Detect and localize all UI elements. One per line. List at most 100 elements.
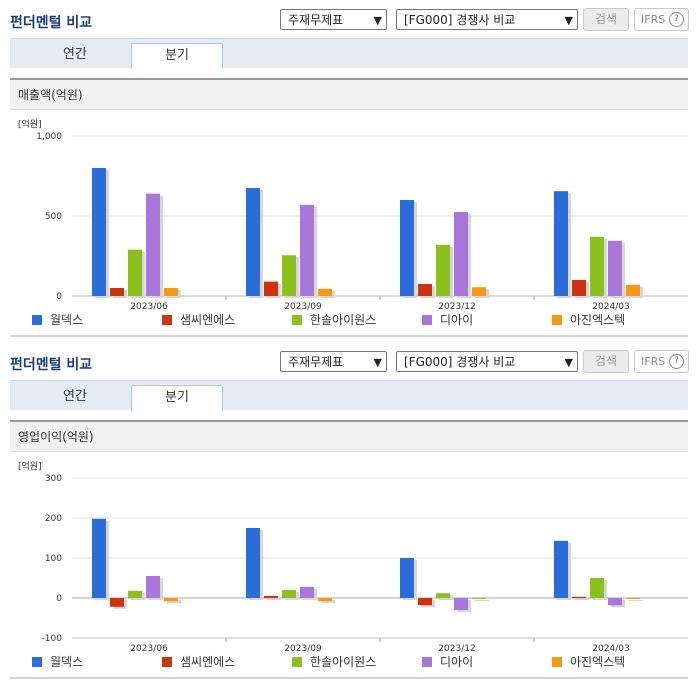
bar[interactable]: [282, 255, 296, 296]
help-icon[interactable]: ?: [669, 354, 684, 369]
bar[interactable]: [554, 191, 568, 296]
bar[interactable]: [146, 576, 160, 598]
help-icon[interactable]: ?: [669, 12, 684, 27]
group-select[interactable]: [FG000] 경쟁사 비교 ▼: [396, 9, 578, 30]
tab-quarterly[interactable]: 분기: [131, 385, 223, 411]
bar[interactable]: [472, 287, 486, 296]
bar-shadow: [629, 600, 643, 601]
bar[interactable]: [300, 204, 314, 296]
bar[interactable]: [572, 280, 586, 296]
bar-shadow: [167, 600, 181, 604]
bar[interactable]: [608, 598, 622, 606]
panel-title: 펀더멘털 비교: [10, 357, 93, 373]
bar[interactable]: [626, 598, 640, 599]
bar[interactable]: [92, 518, 106, 598]
bar[interactable]: [146, 193, 160, 296]
panel-revenue: 펀더멘털 비교 주재무제표 ▼ [FG000] 경쟁사 비교 ▼ 검색 IFRS…: [0, 0, 696, 337]
bar[interactable]: [590, 578, 604, 598]
bar[interactable]: [590, 236, 604, 296]
bar[interactable]: [282, 590, 296, 598]
bar[interactable]: [264, 596, 278, 598]
bar-shadow: [475, 600, 489, 601]
legend-swatch: [422, 657, 432, 667]
legend-swatch: [32, 315, 42, 325]
legend-label[interactable]: 한솔아이원스: [310, 655, 376, 669]
group-select[interactable]: [FG000] 경쟁사 비교 ▼: [396, 351, 578, 372]
bar[interactable]: [454, 598, 468, 610]
legend-swatch: [552, 315, 562, 325]
bar[interactable]: [164, 598, 178, 602]
legend-label[interactable]: 월덱스: [50, 313, 83, 327]
tab-annual[interactable]: 연간: [63, 47, 87, 62]
y-tick-label: 200: [45, 514, 62, 524]
legend-label[interactable]: 아진엑스텍: [570, 655, 625, 669]
statement-select[interactable]: 주재무제표 ▼: [280, 9, 387, 30]
bar[interactable]: [418, 284, 432, 296]
bar[interactable]: [110, 288, 124, 296]
y-tick-label: 100: [45, 554, 62, 564]
x-tick-label: 2023/12: [438, 644, 475, 654]
legend-label[interactable]: 한솔아이원스: [310, 313, 376, 327]
x-tick-label: 2024/03: [592, 302, 629, 312]
legend-label[interactable]: 디아이: [440, 313, 473, 327]
bar[interactable]: [472, 598, 486, 599]
bar[interactable]: [318, 598, 332, 602]
legend-label[interactable]: 샘씨엔에스: [180, 655, 235, 669]
panel-operating-profit: 펀더멘털 비교 주재무제표 ▼ [FG000] 경쟁사 비교 ▼ 검색 IFRS…: [0, 342, 696, 684]
bar[interactable]: [418, 598, 432, 606]
bar[interactable]: [626, 284, 640, 296]
tab-annual[interactable]: 연간: [63, 389, 87, 404]
x-tick-label: 2023/09: [284, 302, 322, 312]
search-button[interactable]: 검색: [583, 8, 629, 31]
x-tick-label: 2024/03: [592, 644, 629, 654]
bar[interactable]: [264, 281, 278, 296]
bar[interactable]: [554, 540, 568, 598]
operating-profit-chart: [억원] -100 0 100 200 300 2023/06 2023/09 2023/12 2…: [18, 460, 688, 669]
y-tick-label: 300: [45, 474, 62, 484]
legend-swatch: [162, 315, 172, 325]
tab-quarterly[interactable]: 분기: [131, 43, 223, 69]
legend-label[interactable]: 디아이: [440, 655, 473, 669]
ifrs-button[interactable]: IFRS ?: [634, 350, 689, 373]
period-tabs: 연간 분기: [10, 380, 688, 411]
legend-swatch: [422, 315, 432, 325]
bar[interactable]: [300, 586, 314, 598]
bar[interactable]: [318, 288, 332, 296]
bar[interactable]: [92, 168, 106, 296]
bar[interactable]: [164, 288, 178, 296]
y-tick-label: 500: [45, 212, 62, 222]
bar[interactable]: [128, 590, 142, 598]
bar[interactable]: [454, 212, 468, 296]
unit-label: [억원]: [18, 118, 42, 130]
unit-label: [억원]: [18, 460, 42, 472]
panel-title: 펀더멘털 비교: [10, 15, 93, 31]
bar[interactable]: [246, 188, 260, 296]
bar[interactable]: [110, 598, 124, 607]
bar[interactable]: [246, 528, 260, 598]
divider: [10, 677, 688, 679]
y-tick-label: 0: [56, 594, 62, 604]
statement-select-value: 주재무제표: [288, 13, 344, 27]
bar[interactable]: [572, 596, 586, 598]
bar[interactable]: [436, 593, 450, 598]
bar[interactable]: [128, 249, 142, 296]
chevron-down-icon: ▼: [564, 14, 573, 27]
legend-swatch: [552, 657, 562, 667]
legend-label[interactable]: 아진엑스텍: [570, 313, 625, 327]
statement-select[interactable]: 주재무제표 ▼: [280, 351, 387, 372]
bar-shadow: [321, 600, 335, 604]
legend-label[interactable]: 샘씨엔에스: [180, 313, 235, 327]
bar[interactable]: [436, 244, 450, 296]
search-button[interactable]: 검색: [583, 350, 629, 373]
ifrs-label: IFRS: [641, 13, 666, 26]
bar[interactable]: [400, 200, 414, 296]
legend-swatch: [162, 657, 172, 667]
panel-header: 펀더멘털 비교 주재무제표 ▼ [FG000] 경쟁사 비교 ▼ 검색 IFRS…: [0, 0, 696, 38]
y-tick-label: 0: [56, 292, 62, 302]
panel-header: 펀더멘털 비교 주재무제표 ▼ [FG000] 경쟁사 비교 ▼ 검색 IFRS…: [0, 342, 696, 380]
bar[interactable]: [400, 558, 414, 598]
revenue-chart: [억원] 0 500 1,000 2023/06 2023/09 2023/12 2024/0…: [18, 118, 688, 327]
legend-label[interactable]: 월덱스: [50, 655, 83, 669]
bar[interactable]: [608, 240, 622, 296]
ifrs-button[interactable]: IFRS ?: [634, 8, 689, 31]
